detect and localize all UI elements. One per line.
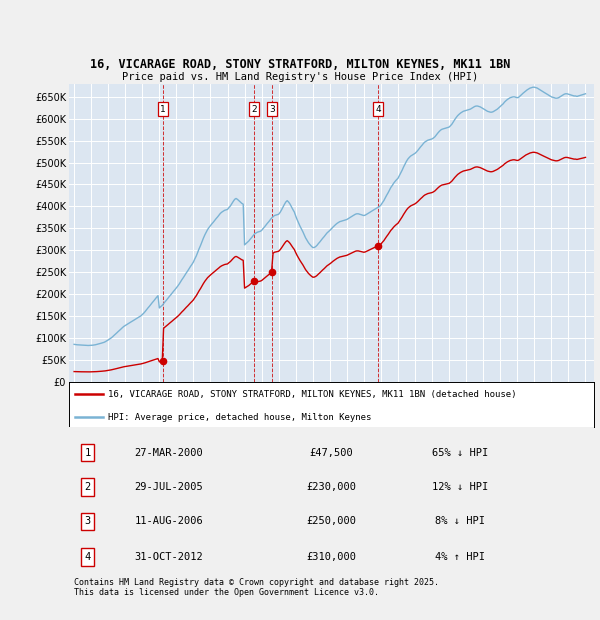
Text: HPI: Average price, detached house, Milton Keynes: HPI: Average price, detached house, Milt… (109, 413, 372, 422)
Text: Contains HM Land Registry data © Crown copyright and database right 2025.
This d: Contains HM Land Registry data © Crown c… (74, 578, 439, 598)
Text: 1: 1 (160, 105, 166, 113)
Text: 27-MAR-2000: 27-MAR-2000 (134, 448, 203, 458)
Text: 3: 3 (84, 516, 91, 526)
Text: 31-OCT-2012: 31-OCT-2012 (134, 552, 203, 562)
Text: 29-JUL-2005: 29-JUL-2005 (134, 482, 203, 492)
Text: £230,000: £230,000 (307, 482, 356, 492)
Text: 4: 4 (375, 105, 381, 113)
Text: 8% ↓ HPI: 8% ↓ HPI (435, 516, 485, 526)
Text: 11-AUG-2006: 11-AUG-2006 (134, 516, 203, 526)
Text: 2: 2 (251, 105, 257, 113)
Text: Price paid vs. HM Land Registry's House Price Index (HPI): Price paid vs. HM Land Registry's House … (122, 72, 478, 82)
Text: £250,000: £250,000 (307, 516, 356, 526)
Text: 16, VICARAGE ROAD, STONY STRATFORD, MILTON KEYNES, MK11 1BN: 16, VICARAGE ROAD, STONY STRATFORD, MILT… (90, 58, 510, 71)
Text: 3: 3 (269, 105, 275, 113)
Text: £47,500: £47,500 (310, 448, 353, 458)
Text: 4: 4 (84, 552, 91, 562)
Text: £310,000: £310,000 (307, 552, 356, 562)
Text: 12% ↓ HPI: 12% ↓ HPI (432, 482, 488, 492)
Text: 2: 2 (84, 482, 91, 492)
Text: 1: 1 (84, 448, 91, 458)
Text: 4% ↑ HPI: 4% ↑ HPI (435, 552, 485, 562)
Text: 65% ↓ HPI: 65% ↓ HPI (432, 448, 488, 458)
Text: 16, VICARAGE ROAD, STONY STRATFORD, MILTON KEYNES, MK11 1BN (detached house): 16, VICARAGE ROAD, STONY STRATFORD, MILT… (109, 390, 517, 399)
